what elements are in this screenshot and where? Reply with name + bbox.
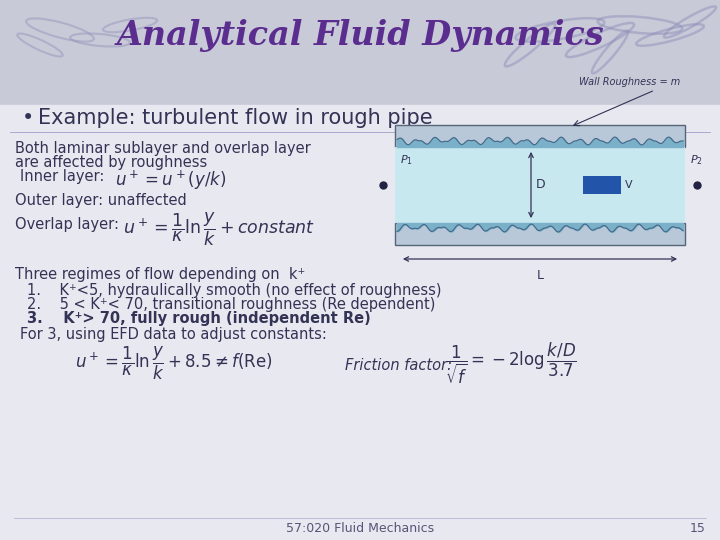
Text: V: V (625, 180, 633, 190)
Text: $P_2$: $P_2$ (690, 153, 703, 167)
Text: $u^+ = u^+\left(y/k\right)$: $u^+ = u^+\left(y/k\right)$ (115, 168, 226, 192)
Text: Inner layer:: Inner layer: (20, 170, 104, 185)
Bar (395, 223, 685, 245)
Text: Overlap layer:: Overlap layer: (15, 218, 119, 233)
Bar (395, 147, 685, 223)
Text: Example: turbulent flow in rough pipe: Example: turbulent flow in rough pipe (38, 108, 433, 128)
Text: 3.    K⁺> 70, fully rough (independent Re): 3. K⁺> 70, fully rough (independent Re) (27, 312, 371, 327)
Text: L: L (536, 269, 544, 282)
Text: are affected by roughness: are affected by roughness (15, 154, 207, 170)
Text: Analytical Fluid Dynamics: Analytical Fluid Dynamics (116, 18, 604, 51)
Text: 1.    K⁺<5, hydraulically smooth (no effect of roughness): 1. K⁺<5, hydraulically smooth (no effect… (27, 284, 441, 299)
Text: $\dfrac{1}{\sqrt{f}} = -2\log\dfrac{k/D}{3.7}$: $\dfrac{1}{\sqrt{f}} = -2\log\dfrac{k/D}… (445, 340, 577, 386)
Text: Friction factor:: Friction factor: (345, 357, 452, 373)
Text: D: D (536, 179, 546, 192)
Text: Wall Roughness = m: Wall Roughness = m (579, 77, 680, 87)
Text: For 3, using EFD data to adjust constants:: For 3, using EFD data to adjust constant… (20, 327, 327, 342)
Text: 15: 15 (690, 523, 706, 536)
Text: •: • (22, 108, 35, 128)
Bar (395, 125, 685, 147)
Text: $u^+ = \dfrac{1}{\kappa}\ln\dfrac{y}{k} + 8.5 \neq f\left(\mathrm{Re}\right)$: $u^+ = \dfrac{1}{\kappa}\ln\dfrac{y}{k} … (75, 345, 272, 382)
Text: Outer layer: unaffected: Outer layer: unaffected (15, 192, 186, 207)
Text: $u^+ = \dfrac{1}{\kappa}\ln\dfrac{y}{k} +\mathit{constant}$: $u^+ = \dfrac{1}{\kappa}\ln\dfrac{y}{k} … (123, 210, 315, 248)
Text: $P_1$: $P_1$ (400, 153, 413, 167)
Text: 57:020 Fluid Mechanics: 57:020 Fluid Mechanics (286, 523, 434, 536)
Text: Three regimes of flow depending on  k⁺: Three regimes of flow depending on k⁺ (15, 267, 305, 282)
Text: Both laminar sublayer and overlap layer: Both laminar sublayer and overlap layer (15, 140, 311, 156)
Bar (0, 105, 720, 540)
Text: 2.    5 < K⁺< 70, transitional roughness (Re dependent): 2. 5 < K⁺< 70, transitional roughness (R… (27, 298, 436, 313)
Bar (583, 176, 621, 194)
Bar (0, 0, 720, 105)
